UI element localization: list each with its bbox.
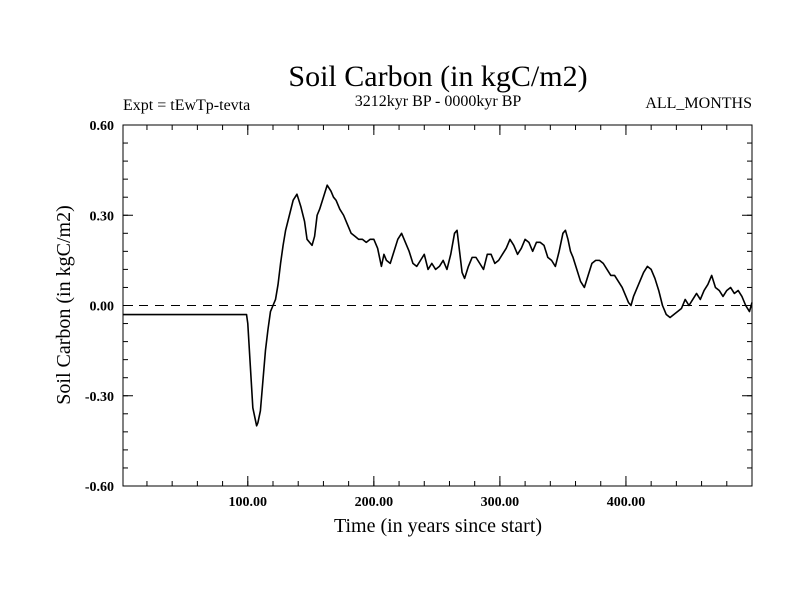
x-tick-label: 400.00 — [607, 495, 646, 510]
months-label: ALL_MONTHS — [645, 95, 752, 112]
chart-title: Soil Carbon (in kgC/m2) — [288, 60, 587, 93]
y-tick-label: 0.00 — [90, 300, 115, 315]
x-tick-label: 100.00 — [229, 495, 268, 510]
y-tick-label: 0.60 — [90, 119, 115, 134]
x-axis-label: Time (in years since start) — [334, 515, 542, 537]
x-tick-label: 300.00 — [481, 495, 520, 510]
y-tick-label: -0.60 — [85, 480, 114, 495]
major-ticks — [123, 124, 752, 487]
experiment-label: Expt = tEwTp-tevta — [123, 97, 250, 114]
tick-labels: 100.00 200.00 300.00 400.00 0.60 0.30 0.00 -0.3… — [85, 119, 645, 510]
time-range-label: 3212kyr BP - 0000kyr BP — [355, 93, 522, 110]
y-axis-label: Soil Carbon (in kgC/m2) — [53, 205, 75, 404]
y-tick-label: 0.30 — [90, 209, 115, 224]
y-tick-label: -0.30 — [85, 390, 114, 405]
series-line-soil-carbon — [123, 184, 753, 427]
x-tick-label: 200.00 — [355, 495, 394, 510]
